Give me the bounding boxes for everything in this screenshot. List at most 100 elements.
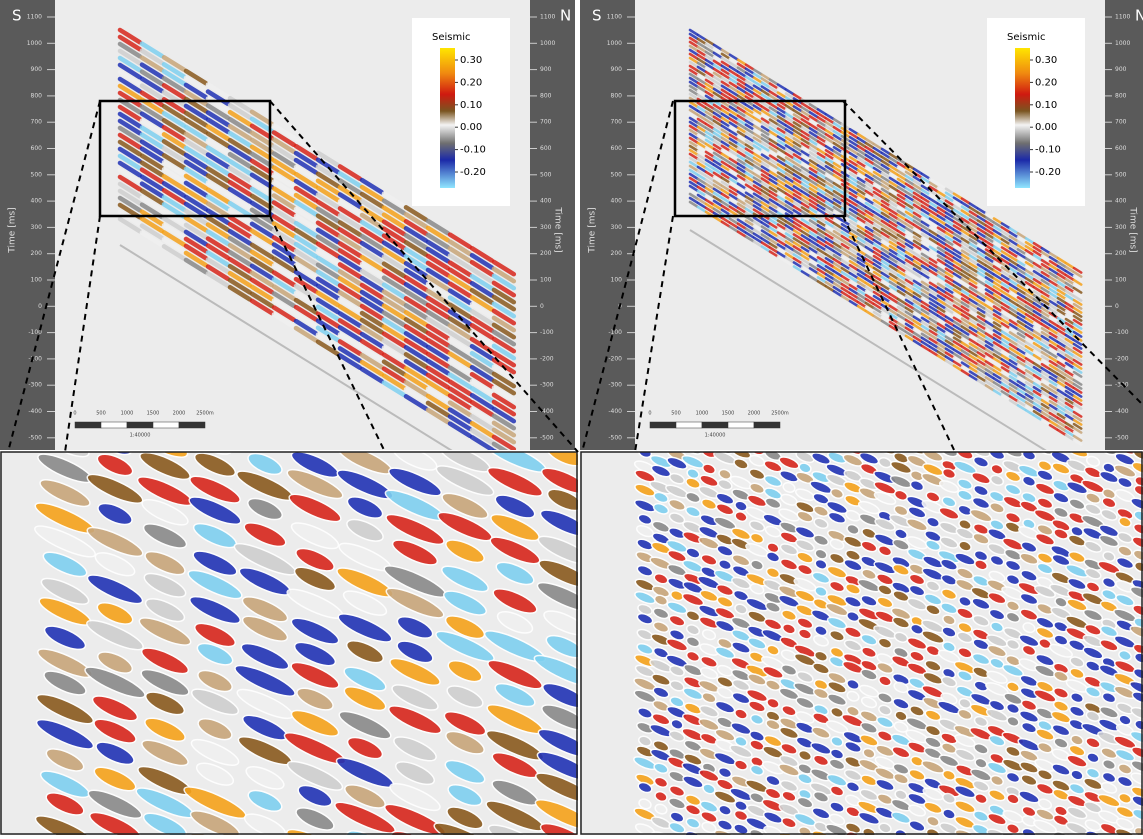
tick-label: 700 — [1115, 119, 1127, 126]
tick-label: -100 — [608, 329, 622, 336]
tick-label: 300 — [540, 224, 552, 231]
tick-label: 900 — [31, 66, 43, 73]
tick-label: -200 — [540, 355, 554, 362]
scale-label: 2500m — [771, 411, 789, 417]
scale-label: 2500m — [196, 411, 214, 417]
tick-label: 300 — [611, 224, 623, 231]
scale-label: 500 — [96, 411, 106, 417]
tick-label: 200 — [1115, 250, 1127, 257]
tick-label: 900 — [611, 66, 623, 73]
scale-segment — [75, 422, 101, 428]
tick-label: 800 — [611, 92, 623, 99]
scale-label: 0 — [73, 411, 76, 417]
axis-title: Time [ms] — [553, 206, 563, 252]
side-label: N — [560, 7, 571, 25]
tick-label: 1000 — [1115, 40, 1130, 47]
legend-label: 0.10 — [1035, 100, 1057, 111]
legend-label: -0.10 — [460, 145, 486, 156]
scale-label: 2000 — [173, 411, 186, 417]
tick-label: 300 — [31, 224, 43, 231]
colorbar — [440, 48, 455, 188]
tick-label: 200 — [540, 250, 552, 257]
axis-title: Time [ms] — [1128, 206, 1138, 252]
tick-label: 200 — [31, 250, 43, 257]
tick-label: 400 — [31, 198, 43, 205]
tick-label: -100 — [1115, 329, 1129, 336]
tick-label: 1100 — [540, 14, 555, 21]
tick-label: 1000 — [27, 40, 42, 47]
legend-label: -0.20 — [1035, 167, 1061, 178]
tick-label: -200 — [28, 355, 42, 362]
zoom-bg — [0, 452, 578, 835]
legend-label: 0.20 — [1035, 77, 1057, 88]
scale-segment — [127, 422, 153, 428]
tick-label: 600 — [540, 145, 552, 152]
tick-label: -300 — [28, 382, 42, 389]
tick-label: 0 — [1115, 303, 1119, 310]
tick-label: 400 — [1115, 198, 1127, 205]
zoom-seismic — [32, 426, 599, 835]
tick-label: 600 — [1115, 145, 1127, 152]
tick-label: 600 — [31, 145, 43, 152]
tick-label: -200 — [1115, 355, 1129, 362]
tick-label: 100 — [1115, 277, 1127, 284]
legend-label: -0.20 — [460, 167, 486, 178]
legend-label: 0.20 — [460, 77, 482, 88]
legend-title: Seismic — [432, 32, 471, 43]
tick-label: -500 — [28, 434, 42, 441]
tick-label: 1100 — [1115, 14, 1130, 21]
side-label: N — [1135, 7, 1143, 25]
tick-label: -500 — [1115, 434, 1129, 441]
tick-label: 100 — [31, 277, 43, 284]
axis-title: Time [ms] — [588, 207, 598, 253]
tick-label: 500 — [611, 171, 623, 178]
tick-label: 100 — [611, 277, 623, 284]
scale-segment — [676, 422, 702, 428]
legend-label: 0.00 — [460, 122, 482, 133]
scale-segment — [650, 422, 676, 428]
tick-label: -400 — [28, 408, 42, 415]
tick-label: 100 — [540, 277, 552, 284]
tick-label: 0 — [38, 303, 42, 310]
tick-label: 400 — [540, 198, 552, 205]
scale-label: 500 — [671, 411, 681, 417]
colorbar — [1015, 48, 1030, 188]
scale-label: 0 — [648, 411, 651, 417]
scale-ratio: 1:40000 — [705, 433, 726, 439]
tick-label: 400 — [611, 198, 623, 205]
scale-label: 1000 — [696, 411, 709, 417]
tick-label: 1000 — [607, 40, 622, 47]
side-label: S — [12, 7, 22, 25]
legend-title: Seismic — [1007, 32, 1046, 43]
legend-label: 0.30 — [1035, 55, 1057, 66]
legend-label: -0.10 — [1035, 145, 1061, 156]
tick-label: 0 — [540, 303, 544, 310]
scale-label: 1500 — [722, 411, 735, 417]
tick-label: 500 — [31, 171, 43, 178]
legend-label: 0.10 — [460, 100, 482, 111]
tick-label: -100 — [540, 329, 554, 336]
tick-label: -500 — [608, 434, 622, 441]
tick-label: -200 — [608, 355, 622, 362]
legend-label: 0.00 — [1035, 122, 1057, 133]
tick-label: 300 — [1115, 224, 1127, 231]
tick-label: 700 — [31, 119, 43, 126]
tick-label: -400 — [1115, 408, 1129, 415]
scale-label: 1500 — [147, 411, 160, 417]
tick-label: 1000 — [540, 40, 555, 47]
scale-label: 2000 — [748, 411, 761, 417]
scale-segment — [101, 422, 127, 428]
tick-label: -400 — [608, 408, 622, 415]
tick-label: 500 — [540, 171, 552, 178]
scale-segment — [754, 422, 780, 428]
tick-label: 800 — [540, 92, 552, 99]
scale-segment — [702, 422, 728, 428]
tick-label: 900 — [540, 66, 552, 73]
tick-label: 900 — [1115, 66, 1127, 73]
scale-ratio: 1:40000 — [130, 433, 151, 439]
tick-label: 800 — [1115, 92, 1127, 99]
tick-label: 800 — [31, 92, 43, 99]
tick-label: -300 — [608, 382, 622, 389]
